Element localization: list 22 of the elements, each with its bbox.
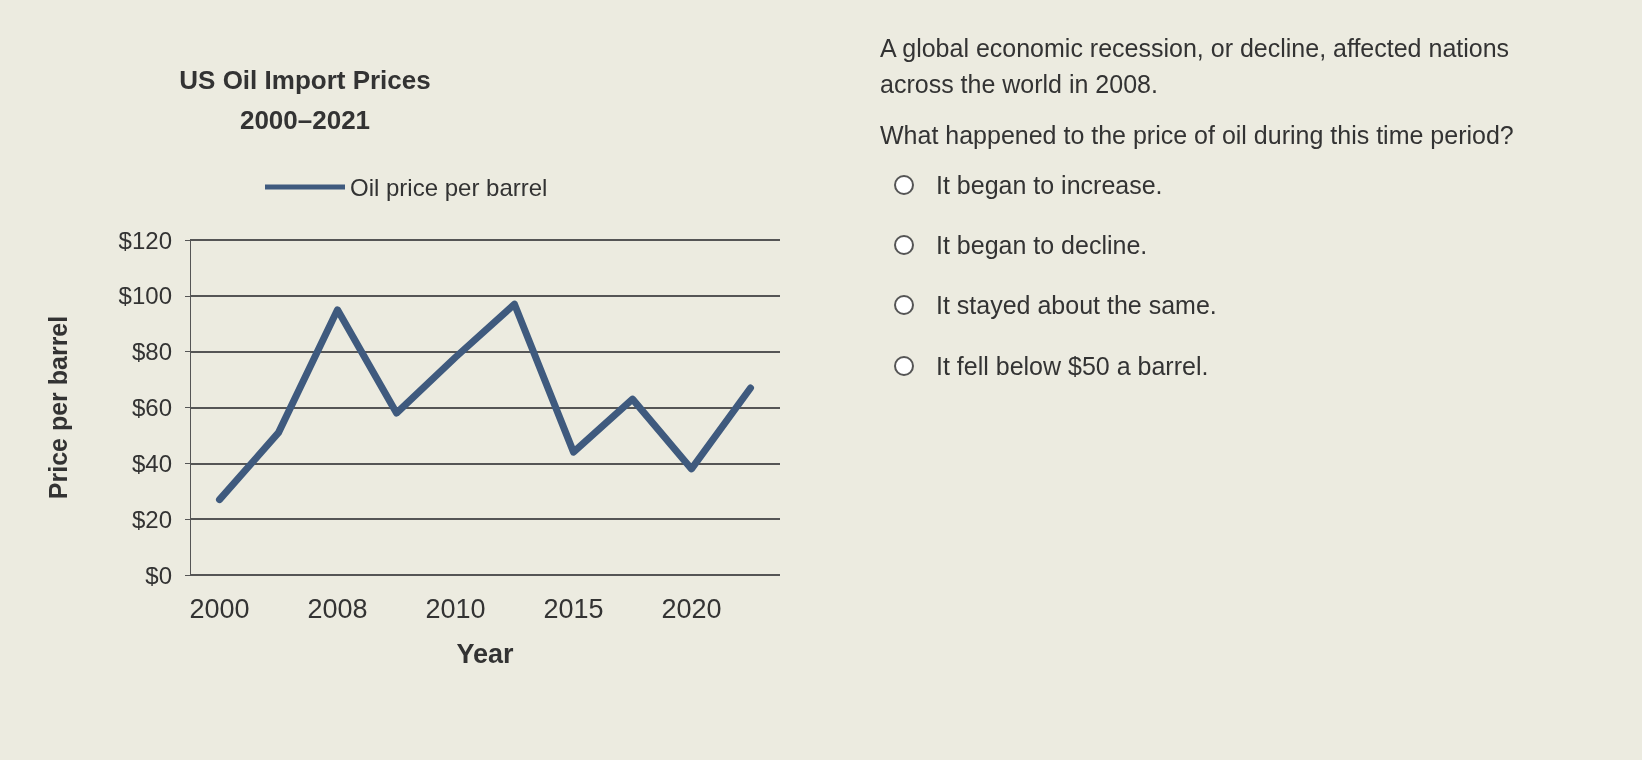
y-tick-label: $40	[131, 449, 172, 477]
text: It stayed about the same.	[936, 290, 1217, 322]
y-axis-title: Price per barrel	[43, 315, 72, 500]
text: It fell below $50 a barrel.	[936, 350, 1209, 382]
text: It began to decline.	[936, 230, 1148, 261]
x-tick-label: 2015	[543, 593, 604, 624]
text: A global economic recession, or decline, affected nations across the world in 2008.	[880, 33, 1511, 101]
y-tick-label: $120	[118, 226, 172, 254]
legend-label: Oil price per barrel	[350, 173, 548, 201]
x-tick-label: 2000	[189, 593, 250, 624]
x-tick-label: 2008	[307, 593, 368, 624]
y-tick-label: $60	[131, 394, 172, 421]
text: What happened to the price of oil during this time period?	[880, 119, 1515, 151]
x-axis-title: Year	[456, 638, 515, 669]
y-tick-label: $0	[145, 561, 172, 589]
y-tick-label: $100	[118, 282, 172, 310]
y-tick-label: $80	[131, 338, 172, 366]
text: It began to increase.	[936, 169, 1163, 201]
chart-title: US Oil Import Prices 2000–2021	[179, 65, 431, 135]
x-tick-label: 2020	[661, 593, 722, 624]
y-tick-label: $20	[131, 505, 172, 533]
x-tick-label: 2010	[425, 593, 486, 624]
